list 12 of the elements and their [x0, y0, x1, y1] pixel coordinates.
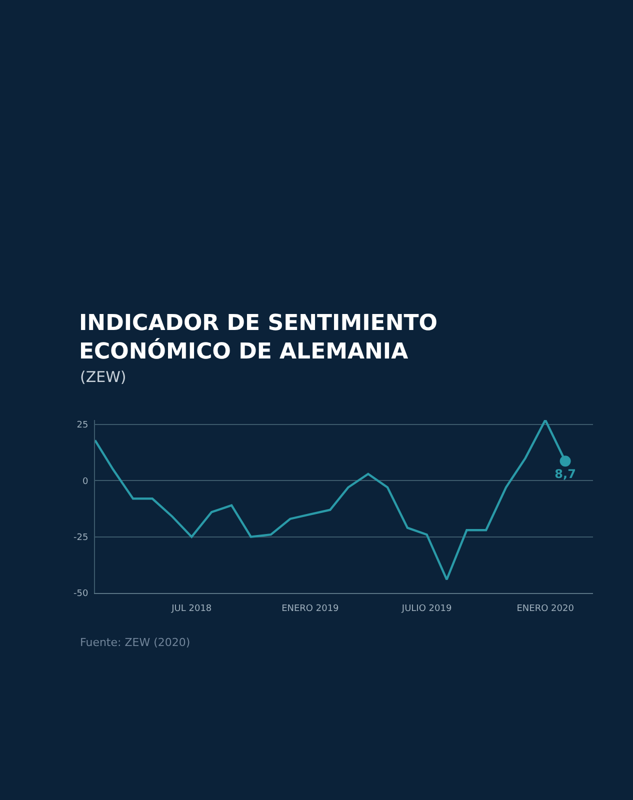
y-tick-label: 0: [82, 476, 88, 487]
source-note: Fuente: ZEW (2020): [80, 636, 190, 649]
x-tick-label: ENERO 2020: [516, 604, 574, 614]
y-tick-label: -25: [73, 532, 88, 543]
x-tick-label: ENERO 2019: [282, 604, 340, 614]
chart-title: INDICADOR DE SENTIMIENTO ECONÓMICO DE ALEMANIA: [79, 311, 438, 365]
data-label: 8,7: [554, 466, 576, 481]
y-tick-label: 25: [76, 420, 88, 431]
chart-subtitle: (ZEW): [80, 368, 126, 386]
x-tick-label: JULIO 2019: [400, 604, 452, 614]
y-tick-label: -50: [73, 589, 88, 600]
x-tick-label: JUL 2018: [170, 604, 212, 614]
